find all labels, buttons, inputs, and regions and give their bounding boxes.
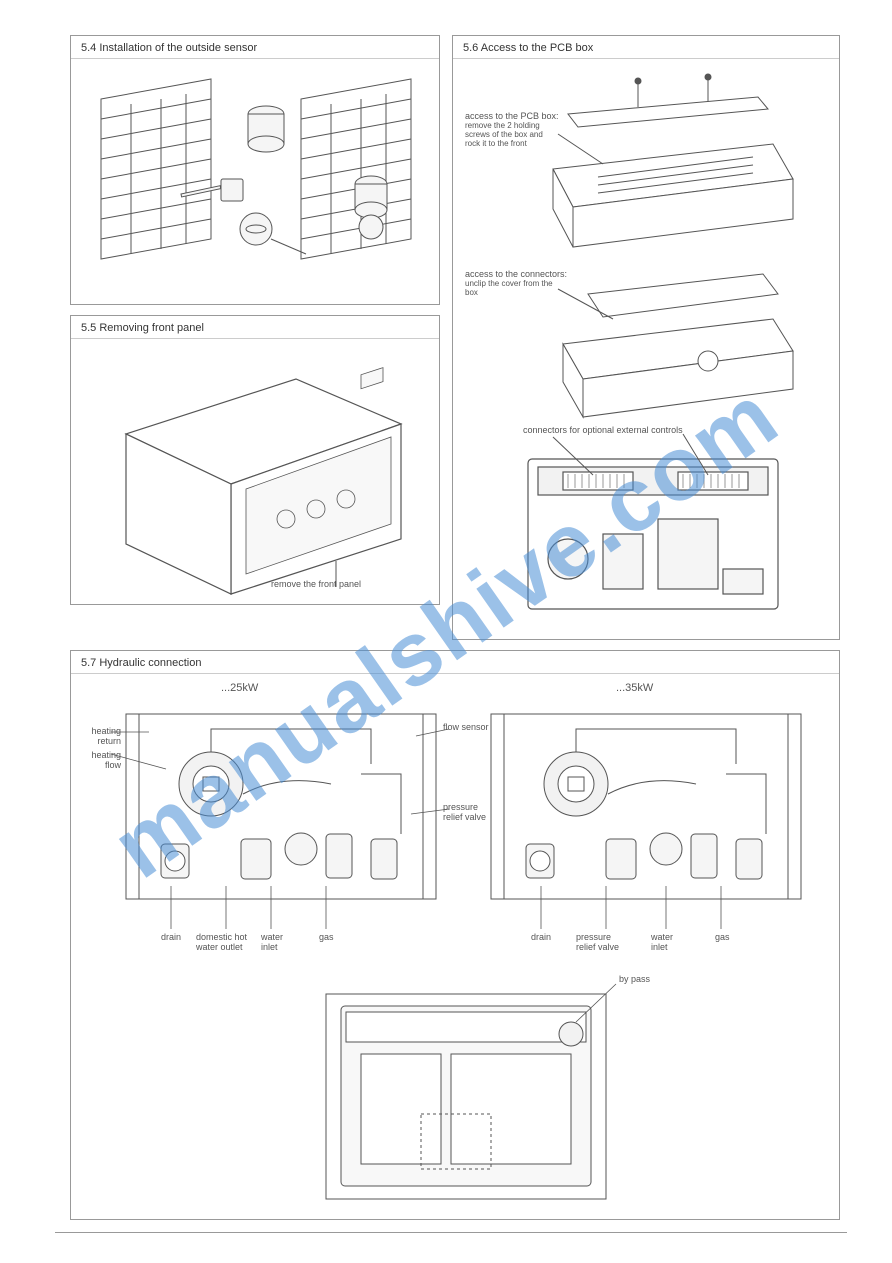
panel-pcb-box: 5.6 Access to the PCB box	[452, 35, 840, 640]
page: manualshive.com 5.4 Installation of the …	[0, 0, 892, 1263]
panel-hydraulic: 5.7 Hydraulic connection ...25kW ...35kW	[70, 650, 840, 1220]
panel-title: 5.6 Access to the PCB box	[453, 36, 839, 59]
hydraulic-diagram	[71, 674, 841, 1214]
outside-sensor-diagram	[71, 59, 441, 299]
label-front-panel: remove the front panel	[271, 579, 361, 589]
panel-front-panel: 5.5 Removing front panel	[70, 315, 440, 605]
label-prv-left: pressure relief valve	[443, 802, 493, 822]
label-flow-sensor: flow sensor	[443, 722, 489, 732]
panel-title: 5.5 Removing front panel	[71, 316, 439, 339]
subtitle-right: ...35kW	[616, 682, 653, 694]
caption-step-a-top: access to the PCB box:	[465, 111, 559, 121]
panel-title: 5.4 Installation of the outside sensor	[71, 36, 439, 59]
label-dhw-out-left: domestic hot water outlet	[196, 932, 256, 952]
caption-step-b-bottom: unclip the cover from the box	[465, 279, 560, 297]
label-water-inlet-left: water inlet	[261, 932, 301, 952]
panel-title: 5.7 Hydraulic connection	[71, 651, 839, 674]
label-heating-return: heating return	[73, 726, 121, 746]
label-prv-right: pressure relief valve	[576, 932, 631, 952]
label-by-pass: by pass	[619, 974, 650, 984]
footer-divider	[55, 1232, 847, 1233]
label-drain-left: drain	[161, 932, 181, 942]
panel-outside-sensor: 5.4 Installation of the outside sensor	[70, 35, 440, 305]
label-gas-left: gas	[319, 932, 334, 942]
subtitle-left: ...25kW	[221, 682, 258, 694]
caption-step-a-bottom: remove the 2 holding screws of the box a…	[465, 121, 560, 148]
label-drain-right: drain	[531, 932, 551, 942]
label-heating-flow: heating flow	[73, 750, 121, 770]
front-panel-diagram	[71, 339, 441, 599]
label-gas-right: gas	[715, 932, 730, 942]
label-connectors: connectors for optional external control…	[523, 425, 683, 435]
caption-step-b-top: access to the connectors:	[465, 269, 567, 279]
label-water-inlet-right: water inlet	[651, 932, 691, 952]
